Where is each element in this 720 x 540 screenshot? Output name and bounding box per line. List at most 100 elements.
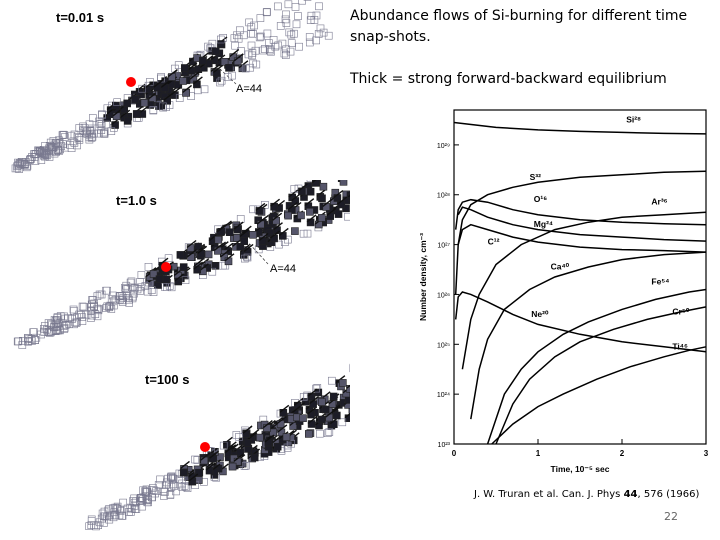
flow-arrow: [143, 81, 154, 90]
flow-arrow: [277, 424, 288, 433]
nuclide-box: [128, 504, 136, 513]
nuclide-box: [98, 509, 107, 518]
nuclide-box: [318, 194, 326, 203]
nuclide-box: [70, 130, 79, 139]
nuclide-box: [274, 2, 282, 11]
nuclide-box: [200, 85, 209, 94]
nuclide-box: [85, 522, 93, 530]
nuclide-box: [241, 254, 249, 263]
nuclide-box: [249, 59, 257, 68]
nuclide-box: [247, 23, 256, 32]
nuclide-box: [338, 418, 347, 427]
nuclide-box: [116, 507, 125, 515]
series-label: Fe⁵⁴: [651, 276, 669, 286]
flow-panel-3: t=100 s: [85, 363, 350, 531]
nuclide-box: [248, 49, 257, 57]
nuclide-box: [269, 36, 278, 44]
y-tick-label: 10²⁴: [437, 392, 450, 399]
nuclide-box: [273, 442, 282, 451]
flow-arrow: [306, 214, 317, 223]
nuclide-box: [246, 63, 254, 72]
series-label: Ne²⁰: [531, 309, 549, 319]
nuclide-box: [180, 482, 189, 490]
nuclide-box: [146, 78, 154, 86]
y-tick-label: 10²⁸: [437, 193, 450, 200]
nuclide-box: [87, 134, 96, 142]
nuclide-box: [304, 430, 313, 438]
nuclide-box: [155, 275, 164, 283]
nuclide-box: [317, 214, 326, 222]
series-label: Ti⁴⁶: [672, 341, 688, 351]
flow-arrow: [270, 230, 281, 239]
flow-arrow: [233, 221, 244, 230]
nuclide-box: [249, 29, 257, 38]
nuclide-box: [199, 56, 207, 65]
nuclide-box: [139, 495, 147, 503]
nuclide-box: [107, 305, 116, 313]
nuclide-box: [52, 139, 61, 148]
nuclide-box: [314, 388, 323, 397]
y-tick-label: 10²⁵: [437, 342, 450, 349]
flow-arrow: [309, 396, 320, 405]
nuclide-box: [52, 320, 60, 329]
nuclide-box: [167, 283, 176, 292]
nuclide-box: [89, 114, 97, 122]
nuclide-box: [240, 237, 248, 246]
nuclide-box: [178, 483, 186, 491]
nuclide-box: [52, 316, 61, 324]
caption-line-1: Abundance flows of Si-burning for differ…: [350, 8, 688, 45]
panel-2-time-label: t=1.0 s: [116, 193, 157, 208]
flow-arrow: [247, 431, 258, 440]
flow-arrow: [307, 388, 318, 397]
nuclide-box: [179, 263, 188, 271]
series-label: Cr⁵⁰: [672, 306, 689, 316]
flow-arrow: [174, 273, 185, 282]
nuclide-box: [85, 135, 94, 144]
x-tick-label: 1: [536, 449, 541, 458]
nuclide-box: [45, 142, 54, 150]
nuclide-box: [102, 304, 110, 312]
nuclide-box: [265, 45, 274, 53]
series-line: [457, 206, 707, 242]
nuclide-box: [129, 292, 137, 301]
nuclide-box: [109, 513, 118, 522]
nuclide-box: [348, 405, 350, 414]
nuclide-box: [95, 518, 104, 527]
flow-arrow: [224, 445, 235, 454]
flow-arrow: [217, 223, 228, 232]
nuclide-box: [100, 507, 109, 516]
nuclide-box: [147, 486, 156, 494]
nuclide-box: [109, 291, 117, 300]
flow-arrow: [167, 68, 178, 78]
flow-arrow: [347, 194, 350, 198]
nuclide-box: [69, 305, 78, 314]
nuclide-box: [217, 40, 225, 48]
nuclide-box: [299, 414, 307, 422]
panel-1-time-label: t=0.01 s: [56, 10, 104, 25]
flow-arrow: [212, 64, 223, 74]
nuclide-box: [66, 141, 74, 149]
nuclide-box: [172, 487, 180, 496]
nuclide-box: [259, 46, 268, 55]
flow-arrow: [163, 92, 174, 101]
y-tick-label: 10²⁷: [437, 243, 450, 250]
nuclide-box: [191, 455, 199, 464]
flow-arrow: [322, 198, 333, 207]
nuclide-box: [58, 140, 67, 148]
nuclide-box: [67, 144, 76, 152]
nuclide-box: [163, 283, 171, 291]
series-line: [454, 291, 707, 353]
nuclide-box: [130, 494, 138, 503]
nuclide-box: [282, 433, 291, 441]
nuclide-box: [103, 302, 112, 311]
flow-arrow: [229, 49, 240, 58]
nuclide-box: [24, 334, 32, 342]
flow-arrow: [304, 198, 315, 207]
series-label: O¹⁶: [534, 194, 547, 204]
nuclide-box: [234, 34, 243, 43]
nuclide-box: [169, 475, 178, 483]
x-axis-label: Time, 10⁻⁵ sec: [551, 464, 610, 474]
nuclide-box: [175, 94, 184, 102]
flow-arrow: [242, 425, 253, 435]
nuclide-box: [94, 521, 102, 529]
